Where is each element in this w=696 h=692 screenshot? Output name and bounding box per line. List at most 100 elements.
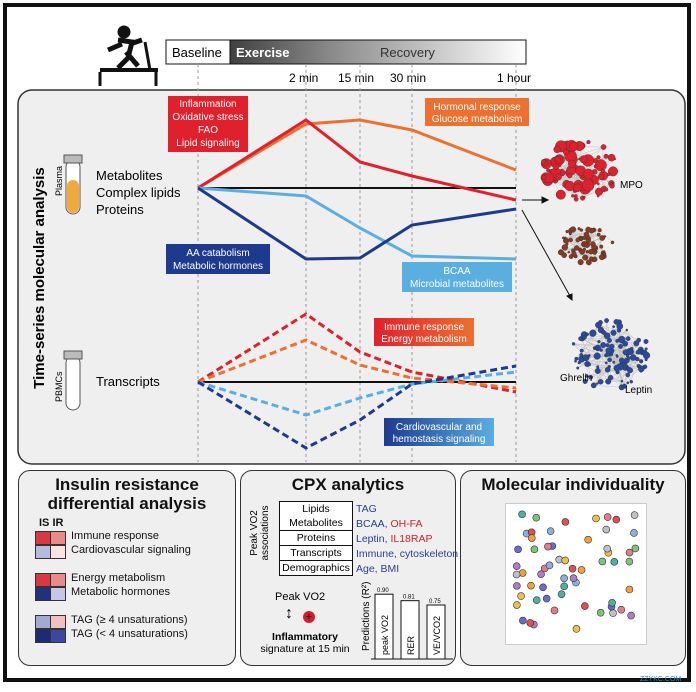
pbmc-lines [197, 312, 517, 450]
treadmill-runner-icon [98, 25, 158, 86]
svg-text:Immune response: Immune response [384, 322, 464, 333]
svg-text:BCAA: BCAA [443, 266, 471, 277]
individual-point [625, 548, 634, 557]
network-node [626, 381, 630, 385]
pbmc-tube-icon [63, 350, 83, 411]
network-node [567, 251, 570, 254]
network-node [563, 236, 567, 240]
darkblue-dashed-line [197, 364, 517, 450]
network-node [612, 360, 616, 364]
individual-point [519, 616, 527, 625]
network-node [625, 336, 631, 341]
individual-point [512, 570, 521, 579]
association-value: Immune, cytoskeleton [356, 547, 459, 560]
network-node [616, 322, 624, 330]
heatmap-cell [50, 545, 66, 559]
network-node [579, 155, 588, 164]
network-node [644, 347, 648, 351]
analyte-transcripts: Transcripts [96, 374, 160, 389]
individual-point [617, 605, 626, 614]
network-node [613, 364, 621, 372]
individual-point [625, 585, 634, 594]
network-node [604, 318, 609, 323]
association-value: TAG [356, 502, 377, 515]
category-cell: Transcripts [279, 546, 353, 561]
orange-line [197, 118, 517, 190]
insulin-panel: Insulin resistance differential analysis… [18, 470, 236, 666]
network-node [622, 349, 629, 356]
individual-point [612, 515, 621, 524]
network-node [615, 338, 620, 343]
svg-text:FAO: FAO [198, 125, 218, 136]
heatmap-cell [50, 573, 66, 587]
individual-point [630, 529, 638, 537]
baseline-label: Baseline [172, 45, 222, 60]
individual-point [603, 513, 612, 521]
svg-text:AA catabolism: AA catabolism [186, 248, 249, 259]
network-node [610, 240, 615, 245]
bar-value-label: 0.81 [403, 595, 415, 601]
network-node [599, 244, 604, 249]
network-node [552, 163, 559, 170]
heatmap-cell [50, 629, 66, 643]
individual-point [512, 562, 521, 571]
network-node [607, 357, 612, 363]
network-node [583, 195, 586, 199]
red-label-box: Inflammation Oxidative stress FAO Lipid si… [168, 96, 248, 152]
analyte-proteins: Proteins [96, 202, 144, 217]
individual-point [592, 514, 600, 523]
heatmap-cell [50, 531, 66, 545]
network-node [583, 168, 594, 180]
individual-point [518, 510, 526, 519]
association-row: Demographics Age, BMI [279, 561, 458, 576]
cpx-panel: CPX analytics Peak VO2 associations Lipi… [240, 470, 459, 666]
individuality-scatter [505, 503, 647, 645]
association-value: Leptin, IL18RAP [356, 532, 433, 545]
individual-point [539, 583, 547, 592]
network-node [610, 329, 617, 336]
darkblue-label-box: AA catabolism Metabolic hormones [166, 244, 270, 274]
heatmap-cell [35, 587, 51, 601]
network-node [597, 379, 604, 385]
network-node [595, 346, 599, 350]
network-node [579, 348, 584, 353]
individual-point [550, 606, 559, 615]
network-node [588, 375, 594, 380]
network-node [596, 155, 601, 160]
plasma-label: Plasma [54, 166, 64, 196]
individuality-panel: Molecular individuality [460, 470, 686, 666]
network-node [642, 351, 651, 359]
individual-point [577, 566, 586, 574]
network-node [571, 342, 576, 346]
analyte-metabolites: Metabolites [96, 168, 163, 183]
network-node [615, 354, 619, 357]
network-node [565, 242, 569, 246]
plasma-network [540, 140, 618, 266]
network-node [582, 254, 589, 261]
individual-point [532, 596, 541, 604]
individual-point [602, 525, 611, 534]
individual-point [627, 611, 635, 620]
network-node [585, 259, 592, 266]
positive-icon: + [303, 611, 315, 623]
individual-point [546, 527, 555, 535]
tp-15min: 15 min [338, 71, 374, 85]
network-node [605, 347, 613, 354]
network-node [602, 252, 607, 256]
network-node [574, 356, 579, 361]
network-node [569, 226, 577, 233]
individual-point [609, 609, 617, 617]
network-node [593, 352, 601, 360]
network-node [561, 244, 568, 251]
individual-point [584, 535, 592, 544]
side-label: Time-series molecular analysis [31, 167, 48, 389]
prediction-bar [426, 604, 446, 660]
heatmap-cell [35, 629, 51, 643]
network-node [579, 237, 583, 241]
individual-point [596, 608, 605, 617]
network-node [577, 259, 584, 266]
network-node [607, 172, 611, 177]
network-node [639, 359, 644, 364]
